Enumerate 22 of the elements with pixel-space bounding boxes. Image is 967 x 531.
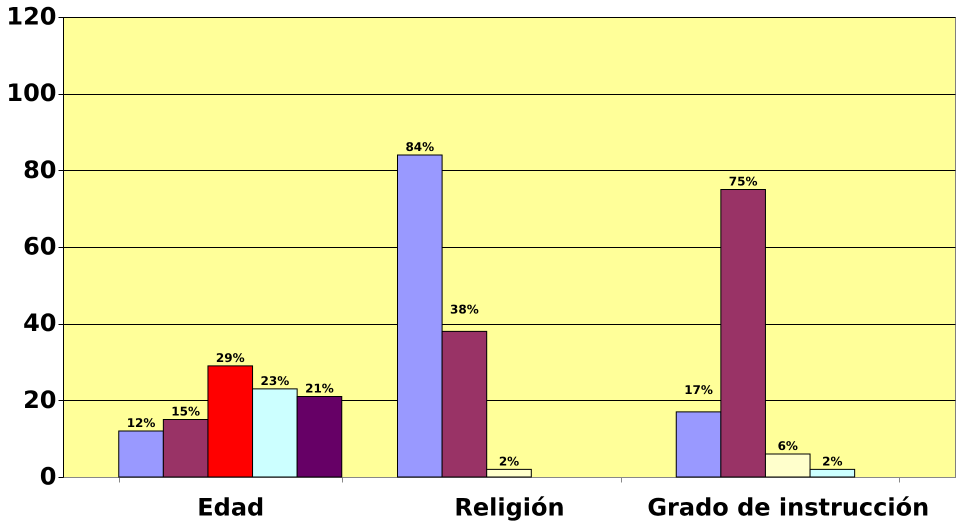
y-tick-label: 80 — [23, 156, 56, 184]
data-label: 12% — [126, 416, 156, 430]
data-label: 2% — [498, 454, 520, 468]
data-label: 29% — [216, 350, 245, 365]
data-label: 15% — [171, 404, 200, 418]
y-tick-label: 40 — [23, 309, 56, 338]
data-label: 84% — [405, 140, 434, 154]
y-tick-label: 0 — [40, 462, 56, 490]
data-label: 23% — [260, 374, 290, 388]
y-tick-label: 100 — [6, 79, 56, 108]
data-label: 75% — [728, 174, 758, 188]
data-label: 38% — [450, 302, 479, 316]
data-label: 6% — [778, 439, 798, 453]
x-tick-label: Religión — [454, 494, 565, 522]
y-tick-label: 60 — [23, 232, 56, 260]
data-label: 21% — [305, 382, 334, 396]
y-tick-label: 120 — [6, 2, 56, 30]
data-label: 2% — [822, 454, 843, 468]
x-tick-label: Grado de instrucción — [647, 494, 930, 522]
data-label: 17% — [684, 382, 713, 397]
y-tick-label: 20 — [23, 386, 56, 414]
x-tick-label: Edad — [197, 494, 264, 522]
